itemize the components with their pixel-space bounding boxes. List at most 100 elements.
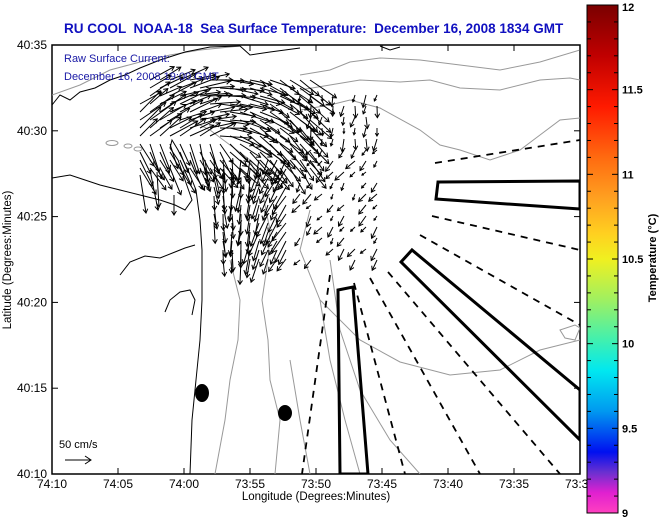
current-vector (258, 177, 269, 195)
current-vector (209, 99, 242, 105)
current-vector (306, 160, 312, 167)
current-vector (171, 195, 177, 216)
current-vector (279, 167, 294, 188)
current-vector (179, 117, 207, 137)
current-vector (309, 143, 330, 165)
current-vector (139, 167, 157, 195)
current-vector (261, 159, 269, 176)
current-vector (244, 258, 251, 279)
current-vector (349, 259, 356, 271)
current-vector (169, 81, 198, 97)
y-tick-label: 40:15 (17, 381, 47, 395)
x-tick-label: 73:40 (433, 477, 463, 491)
colorbar-tick-label: 11 (622, 169, 634, 181)
current-vector (221, 258, 228, 278)
current-vector (309, 127, 328, 148)
current-vector (309, 138, 314, 148)
current-vector (291, 204, 301, 214)
current-vector (342, 127, 346, 135)
current-vector (269, 111, 293, 128)
current-vector (371, 138, 378, 152)
current-vector (268, 240, 278, 256)
current-vector (364, 138, 370, 152)
current-vector (337, 215, 345, 227)
current-vector (251, 249, 260, 271)
current-vector (339, 138, 346, 153)
current-vector (139, 90, 162, 113)
station-marker (278, 405, 292, 421)
current-vector (179, 89, 209, 105)
current-vector (320, 94, 324, 103)
current-vector (352, 138, 359, 151)
y-tick-label: 40:35 (17, 38, 47, 52)
current-vectors (139, 66, 381, 286)
current-vector (159, 104, 187, 121)
current-vector (239, 87, 266, 94)
current-vector (259, 186, 269, 205)
current-vector (249, 119, 272, 132)
current-vector (260, 240, 269, 256)
current-vector (159, 66, 182, 81)
colorbar-tick-label: 10.5 (622, 254, 643, 266)
x-tick-label: 73:50 (301, 477, 331, 491)
current-vector (329, 237, 334, 245)
current-vector (149, 87, 169, 105)
current-vector (339, 105, 345, 118)
current-vector (329, 94, 336, 108)
radar-beam-east (434, 179, 580, 211)
current-vector (317, 149, 323, 158)
current-vector (325, 248, 334, 256)
current-vector (361, 94, 367, 109)
current-vector (149, 167, 167, 191)
y-tick-label: 40:20 (17, 295, 47, 309)
x-tick-label: 74:10 (37, 477, 67, 491)
current-vector (293, 259, 301, 266)
current-vector (305, 204, 312, 210)
current-vector (297, 94, 302, 102)
current-vector (269, 151, 291, 168)
current-vector (349, 116, 356, 128)
current-vector (313, 193, 323, 201)
current-vector (374, 127, 380, 137)
current-vector (259, 127, 279, 144)
current-vector (149, 101, 177, 121)
current-vector (227, 204, 234, 222)
current-vector (149, 106, 175, 129)
current-vector (309, 87, 331, 106)
current-vector (358, 215, 367, 227)
current-vector (239, 79, 268, 89)
current-vector (306, 182, 312, 189)
current-vector (362, 127, 367, 138)
current-vector (149, 81, 171, 97)
current-vector (373, 160, 378, 168)
current-vector (370, 226, 378, 240)
current-vector (267, 231, 278, 248)
y-tick-label: 40:25 (17, 210, 47, 224)
current-vector (199, 116, 222, 129)
current-vector (169, 159, 184, 182)
current-vector (295, 182, 301, 194)
current-vector (320, 127, 325, 137)
current-vector (360, 226, 367, 233)
current-vector (340, 182, 345, 192)
current-vector (268, 186, 278, 204)
current-vector (246, 168, 252, 185)
current-vector (149, 66, 176, 81)
current-vector (269, 119, 295, 134)
current-vector (149, 94, 175, 113)
y-tick-label: 40:30 (17, 124, 47, 138)
current-vector (229, 151, 248, 168)
current-vector (303, 259, 312, 270)
x-tick-label: 73:45 (367, 477, 397, 491)
current-vector (199, 79, 231, 89)
current-vector (233, 186, 242, 213)
current-vector (222, 240, 228, 259)
current-vector (275, 204, 287, 224)
current-vector (306, 226, 312, 236)
map-content (52, 45, 580, 474)
current-vector (325, 160, 334, 173)
current-vector (239, 143, 262, 158)
current-vector (179, 113, 204, 129)
current-vector (297, 127, 301, 134)
current-vector (371, 259, 378, 272)
